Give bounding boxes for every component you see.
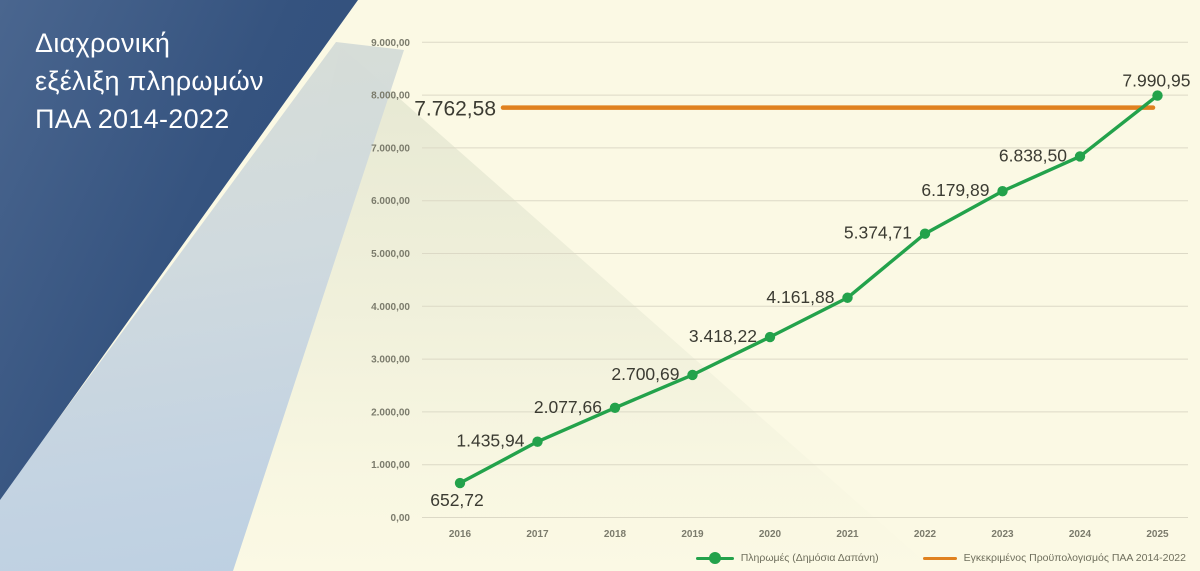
legend-item-budget: Εγκεκριμένος Προϋπολογισμός ΠΑΑ 2014-202… bbox=[922, 552, 1186, 564]
chart-title-line-3: ΠΑΑ 2014-2022 bbox=[35, 104, 230, 134]
chart-title-line-1: Διαχρονική bbox=[35, 28, 171, 58]
data-point-value-label: 2.700,69 bbox=[611, 364, 679, 384]
data-point bbox=[919, 228, 931, 239]
y-axis-tick-label: 3.000,00 bbox=[371, 355, 410, 366]
data-point bbox=[764, 331, 776, 343]
data-point bbox=[842, 292, 853, 303]
x-axis-year-label: 2023 bbox=[991, 529, 1014, 540]
data-point-value-label: 5.374,71 bbox=[844, 223, 912, 243]
x-axis-year-label: 2022 bbox=[914, 529, 937, 540]
chart-legend: Πληρωμές (Δημόσια Δαπάνη) Εγκεκριμένος Π… bbox=[695, 552, 1186, 564]
y-axis-tick-label: 4.000,00 bbox=[371, 302, 410, 313]
data-point-value-label: 2.077,66 bbox=[534, 397, 602, 417]
chart-title: Διαχρονική εξέλιξη πληρωμών ΠΑΑ 2014-202… bbox=[35, 24, 264, 138]
payments-series-marker-icon bbox=[695, 552, 734, 564]
legend-label-payments: Πληρωμές (Δημόσια Δαπάνη) bbox=[740, 552, 879, 564]
legend-item-payments: Πληρωμές (Δημόσια Δαπάνη) bbox=[695, 552, 879, 564]
y-axis-tick-label: 9.000,00 bbox=[371, 38, 410, 49]
y-axis-tick-label: 1.000,00 bbox=[371, 460, 410, 471]
budget-line-marker-icon bbox=[922, 552, 957, 564]
data-point bbox=[997, 186, 1008, 197]
data-point bbox=[532, 436, 543, 447]
x-axis-year-label: 2024 bbox=[1069, 529, 1092, 540]
y-axis-tick-label: 8.000,00 bbox=[371, 91, 410, 102]
y-axis-tick-label: 5.000,00 bbox=[371, 249, 410, 260]
data-point bbox=[1152, 90, 1163, 101]
y-axis-tick-label: 7.000,00 bbox=[371, 143, 410, 154]
data-point bbox=[609, 402, 621, 413]
data-point-value-label: 7.990,95 bbox=[1122, 71, 1190, 91]
data-point bbox=[1074, 151, 1086, 162]
legend-label-budget: Εγκεκριμένος Προϋπολογισμός ΠΑΑ 2014-202… bbox=[963, 552, 1186, 564]
y-axis-tick-label: 2.000,00 bbox=[371, 407, 410, 418]
x-axis-year-label: 2020 bbox=[759, 529, 782, 540]
data-point-value-label: 6.179,89 bbox=[921, 180, 989, 200]
x-axis-year-label: 2017 bbox=[526, 529, 549, 540]
x-axis-year-label: 2016 bbox=[449, 529, 472, 540]
data-point bbox=[454, 477, 466, 489]
x-axis-year-label: 2021 bbox=[836, 529, 859, 540]
data-point-value-label: 6.838,50 bbox=[999, 145, 1067, 165]
payments-series-line bbox=[458, 93, 1160, 485]
data-point-value-label: 3.418,22 bbox=[689, 326, 757, 346]
data-point bbox=[687, 369, 698, 381]
y-axis-tick-label: 0,00 bbox=[391, 513, 411, 524]
y-axis-tick-label: 6.000,00 bbox=[371, 196, 410, 207]
data-point-value-label: 4.161,88 bbox=[766, 287, 834, 307]
data-point-value-label: 652,72 bbox=[430, 490, 484, 510]
x-axis-year-label: 2018 bbox=[604, 529, 627, 540]
budget-value-label: 7.762,58 bbox=[414, 98, 496, 121]
x-axis-year-label: 2025 bbox=[1146, 529, 1169, 540]
x-axis-year-label: 2019 bbox=[681, 529, 704, 540]
data-point-value-label: 1.435,94 bbox=[456, 431, 524, 451]
chart-title-line-2: εξέλιξη πληρωμών bbox=[35, 66, 264, 96]
